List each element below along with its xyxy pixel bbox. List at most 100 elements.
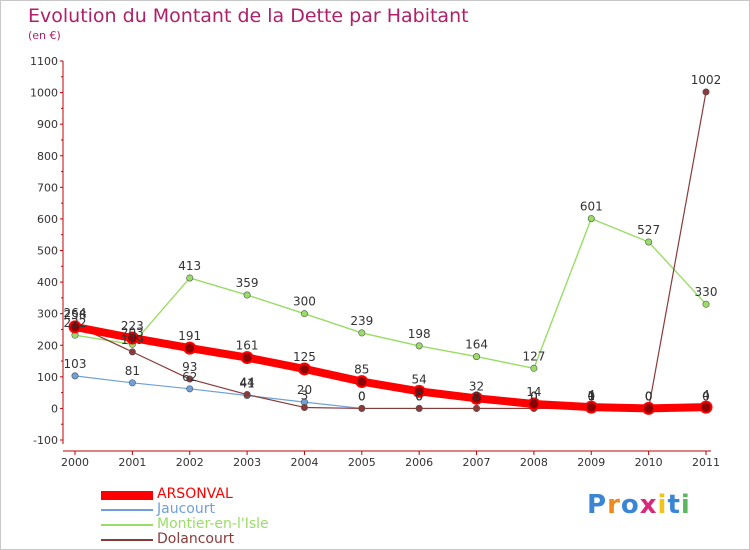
y-tick-label: 100 <box>37 371 58 384</box>
data-point <box>584 400 598 414</box>
series-line <box>71 322 710 413</box>
data-point <box>587 215 595 223</box>
x-tick-label: 2008 <box>520 456 548 469</box>
data-label: 54 <box>412 372 427 386</box>
data-label: 223 <box>121 319 144 333</box>
data-point <box>412 384 426 398</box>
y-tick-label: 300 <box>37 308 58 321</box>
data-label: 0 <box>473 389 481 403</box>
data-point <box>243 291 251 299</box>
x-tick-label: 2006 <box>405 456 433 469</box>
data-label: 93 <box>182 360 197 374</box>
data-label: 85 <box>354 363 369 377</box>
y-tick-label: 600 <box>37 213 58 226</box>
legend-label: Dolancourt <box>157 531 235 547</box>
data-label: 44 <box>239 376 254 390</box>
data-label: 0 <box>702 389 710 403</box>
y-tick-label: 200 <box>37 339 58 352</box>
series-line <box>74 217 707 370</box>
data-point <box>358 329 366 337</box>
data-label: 0 <box>645 389 653 403</box>
data-label: 164 <box>465 338 488 352</box>
data-point <box>642 401 656 415</box>
x-tick-label: 2001 <box>118 456 146 469</box>
legend-item: Dolancourt <box>101 532 301 547</box>
data-label: 1 <box>587 389 595 403</box>
x-tick-label: 2002 <box>176 456 204 469</box>
data-label: 203 <box>121 325 144 339</box>
y-tick-label: 1000 <box>30 87 58 100</box>
x-tick-label: 2011 <box>692 456 720 469</box>
x-tick-label: 2000 <box>61 456 89 469</box>
legend-label: ARSONVAL <box>157 486 233 502</box>
data-point <box>470 391 484 405</box>
data-point <box>473 353 481 361</box>
data-label: 191 <box>178 329 201 343</box>
data-label: 0 <box>645 389 653 403</box>
data-label: 3 <box>301 388 309 402</box>
y-tick-label: 0 <box>51 402 58 415</box>
data-point <box>240 351 254 365</box>
data-label: 0 <box>530 389 538 403</box>
legend-item: ARSONVAL <box>101 487 301 502</box>
data-point <box>358 404 366 412</box>
data-point <box>243 391 251 399</box>
data-label: 239 <box>350 314 373 328</box>
x-tick-label: 2003 <box>233 456 261 469</box>
data-label: 413 <box>178 259 201 273</box>
legend: ARSONVAL Jaucourt Montier-en-l'Isle Dolanco… <box>101 487 301 547</box>
data-label: 32 <box>469 379 484 393</box>
y-tick-label: -100 <box>33 434 58 447</box>
y-tick-label: 400 <box>37 276 58 289</box>
data-label: 1002 <box>691 73 722 87</box>
legend-swatch <box>101 509 153 511</box>
x-tick-label: 2005 <box>348 456 376 469</box>
data-label: 125 <box>293 350 316 364</box>
data-point <box>186 274 194 282</box>
data-point <box>128 348 136 356</box>
data-point <box>473 404 481 412</box>
data-label: 4 <box>587 388 595 402</box>
legend-swatch <box>101 490 153 500</box>
data-label: 0 <box>473 389 481 403</box>
data-point <box>297 362 311 376</box>
x-tick-label: 2010 <box>635 456 663 469</box>
data-point <box>702 88 710 96</box>
data-label: 14 <box>526 385 541 399</box>
data-label: 179 <box>121 333 144 347</box>
data-label: 601 <box>580 200 603 214</box>
proxiti-logo: Proxiti <box>587 490 691 520</box>
data-label: 0 <box>587 389 595 403</box>
data-point <box>128 379 136 387</box>
data-label: 0 <box>645 389 653 403</box>
data-label: 81 <box>125 364 140 378</box>
x-tick-label: 2009 <box>577 456 605 469</box>
y-tick-label: 500 <box>37 245 58 258</box>
data-point <box>186 375 194 383</box>
data-label: 527 <box>637 223 660 237</box>
chart-title: Evolution du Montant de la Dette par Hab… <box>28 5 469 27</box>
legend-swatch <box>101 524 153 526</box>
legend-swatch <box>101 539 153 541</box>
legend-item: Montier-en-l'Isle <box>101 517 301 532</box>
data-point <box>125 331 139 345</box>
data-label: 264 <box>64 306 87 320</box>
chart-unit: (en €) <box>28 29 61 42</box>
data-point <box>300 310 308 318</box>
series-line <box>74 91 707 410</box>
data-point <box>702 300 710 308</box>
data-point <box>186 385 194 393</box>
data-label: 0 <box>358 389 366 403</box>
data-label: 62 <box>182 370 197 384</box>
data-label: 359 <box>236 276 259 290</box>
data-point <box>68 320 82 334</box>
legend-label: Montier-en-l'Isle <box>157 516 269 532</box>
data-point <box>183 341 197 355</box>
data-point <box>527 397 541 411</box>
series-line <box>74 375 707 410</box>
data-label: 0 <box>415 389 423 403</box>
data-point <box>415 342 423 350</box>
data-point <box>645 238 653 246</box>
data-label: 258 <box>64 308 87 322</box>
